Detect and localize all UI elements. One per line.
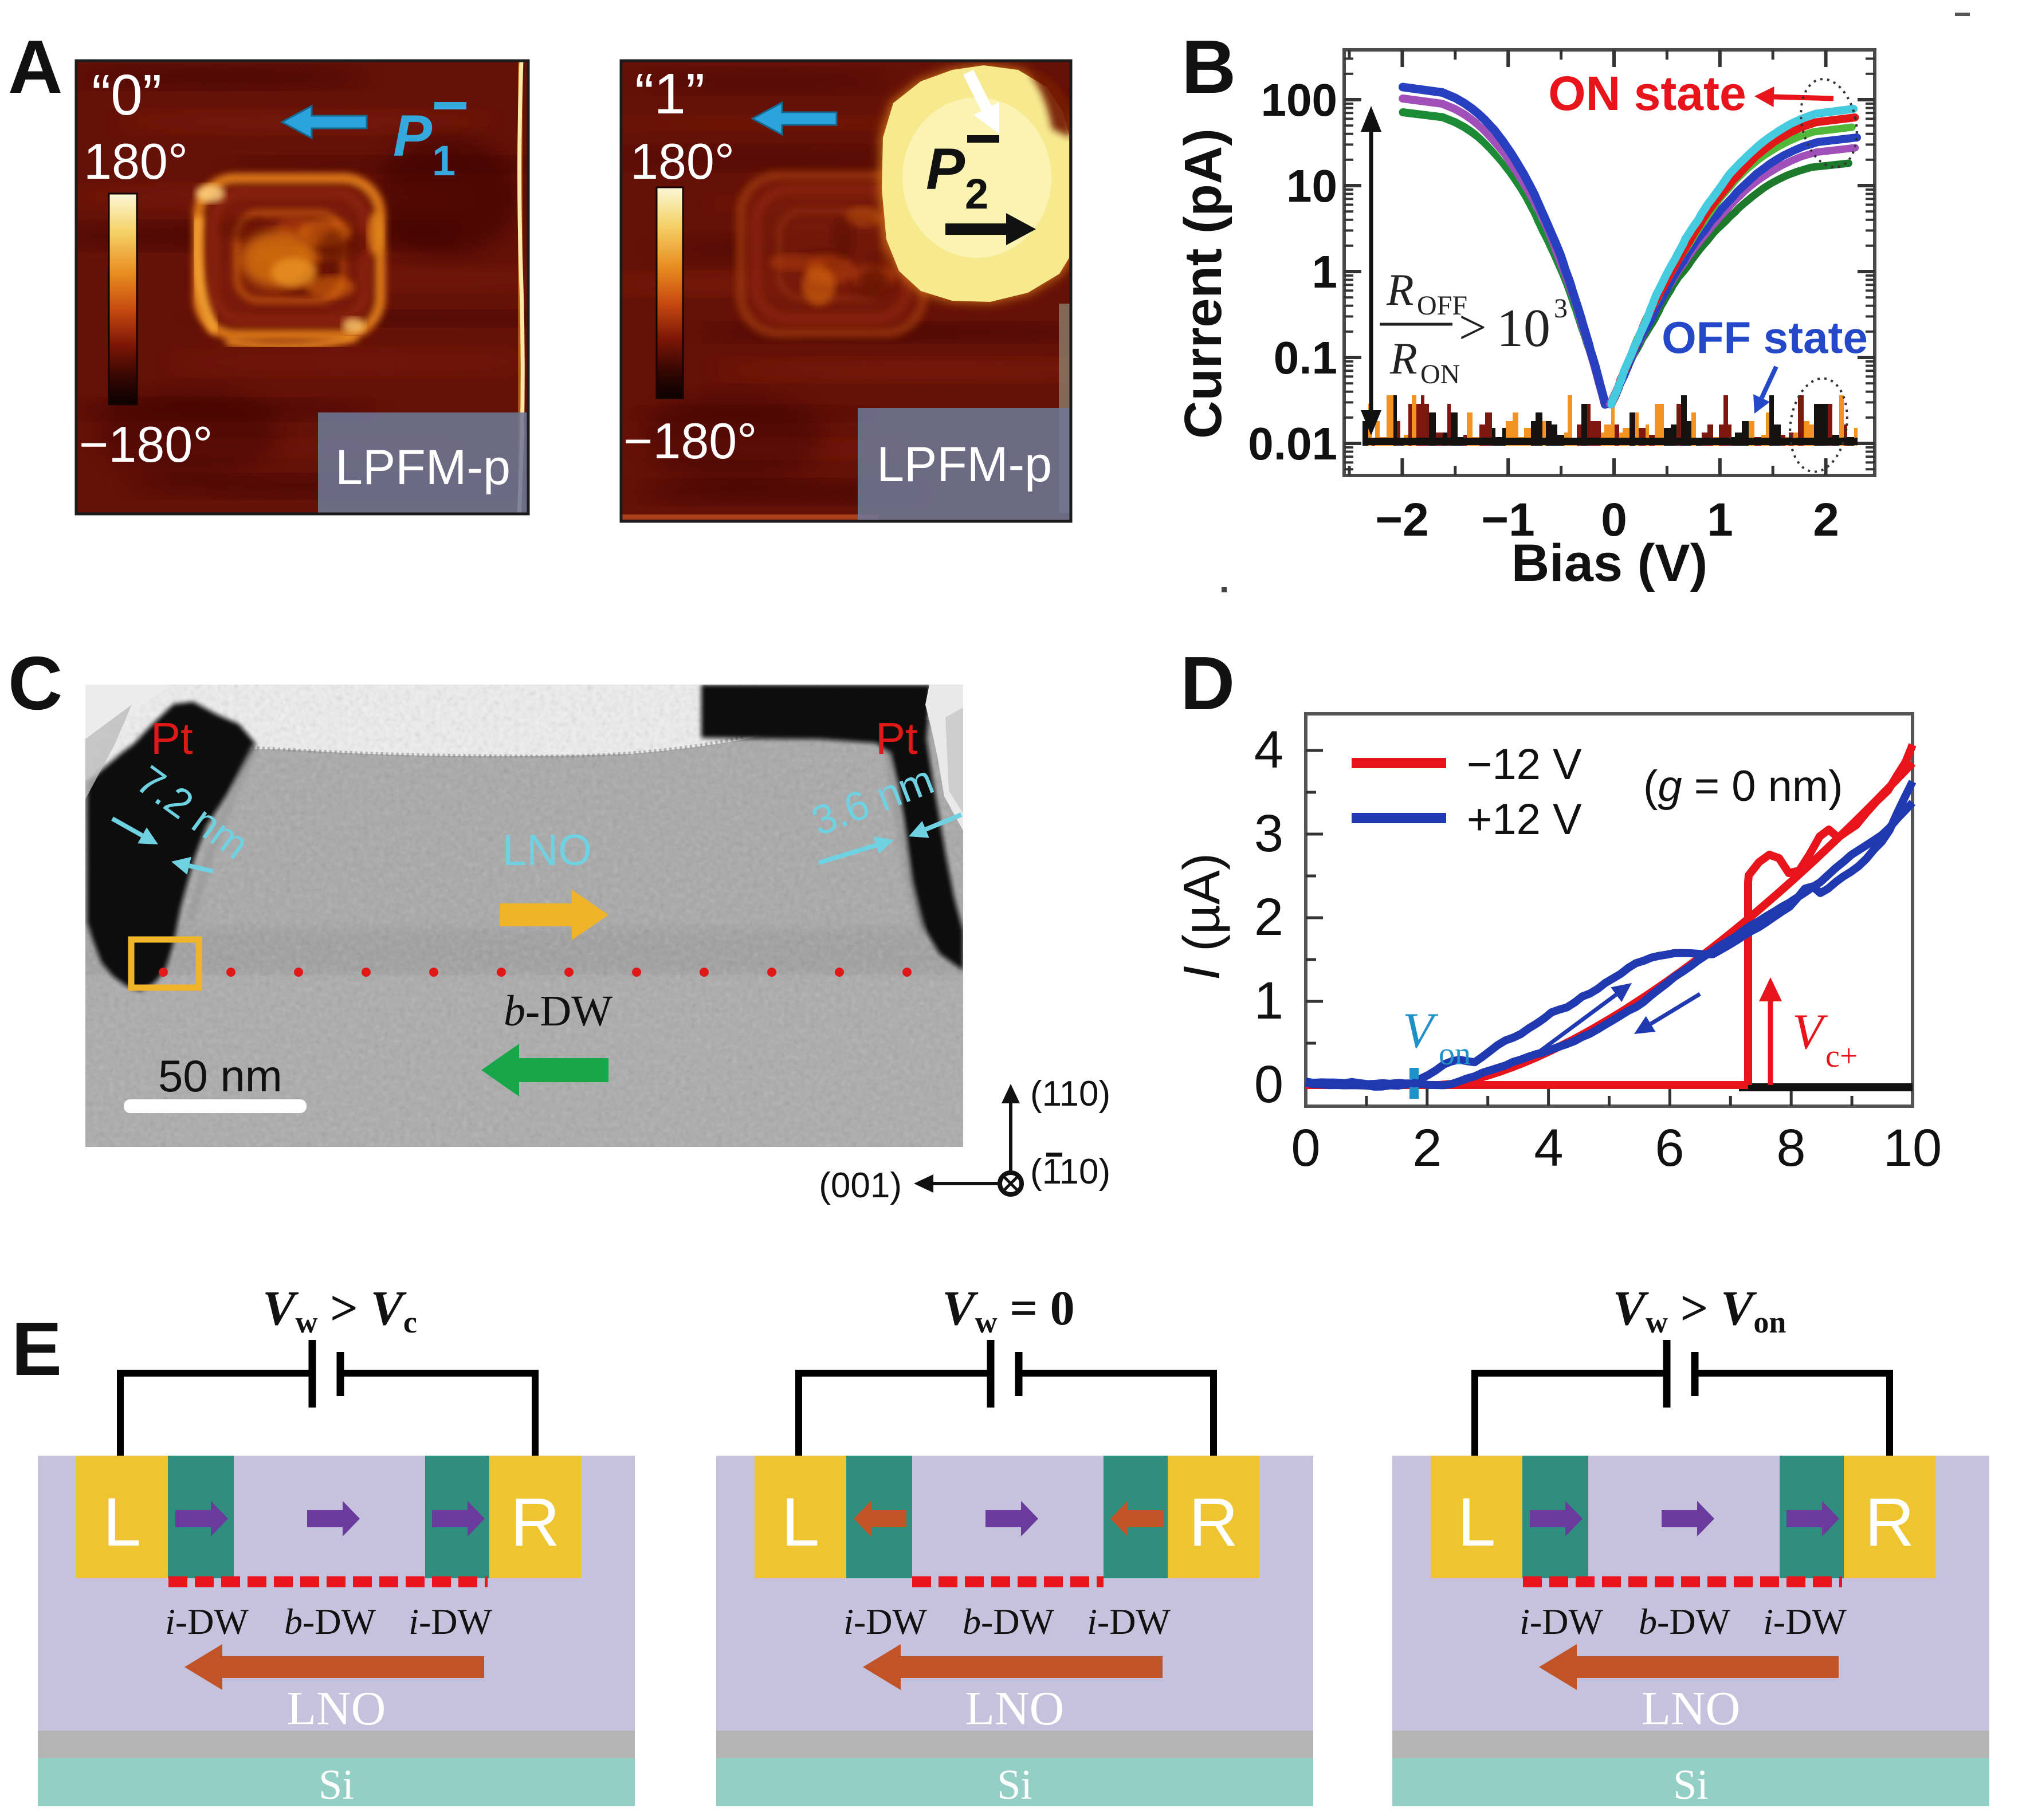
svg-text:(001): (001) — [819, 1166, 902, 1205]
svg-text:(110): (110) — [1030, 1152, 1110, 1192]
svg-text:180°: 180° — [630, 133, 735, 190]
svg-text:0.1: 0.1 — [1274, 332, 1337, 383]
svg-text:Current (pA): Current (pA) — [1174, 128, 1232, 439]
svg-text:0: 0 — [1254, 1055, 1283, 1114]
svg-text:3: 3 — [1554, 293, 1568, 324]
svg-text:Pt: Pt — [875, 713, 918, 764]
svg-text:LPFM-p: LPFM-p — [335, 440, 511, 495]
svg-text:B: B — [1181, 25, 1236, 109]
svg-text:“0”: “0” — [92, 63, 162, 127]
svg-text:6: 6 — [1655, 1119, 1684, 1177]
svg-text:0: 0 — [1601, 494, 1627, 546]
svg-text:LNO: LNO — [502, 826, 592, 875]
svg-text:ON state: ON state — [1548, 66, 1746, 120]
svg-text:D: D — [1180, 641, 1235, 725]
svg-text:LNO: LNO — [965, 1682, 1065, 1735]
svg-text:1: 1 — [432, 137, 456, 184]
svg-text:1: 1 — [1312, 246, 1338, 297]
svg-text:−1: −1 — [1481, 494, 1535, 546]
svg-text:10: 10 — [1883, 1119, 1942, 1177]
svg-text:P: P — [926, 136, 965, 202]
svg-text:i-DW: i-DW — [1087, 1601, 1171, 1642]
svg-text:OFF state: OFF state — [1662, 312, 1868, 363]
svg-text:4: 4 — [1534, 1119, 1563, 1177]
svg-text:Si: Si — [997, 1762, 1032, 1809]
svg-text:10: 10 — [1497, 298, 1550, 358]
svg-text:LNO: LNO — [287, 1682, 386, 1735]
svg-text:b-DW: b-DW — [284, 1601, 376, 1642]
svg-text:−180°: −180° — [623, 412, 757, 469]
svg-text:1: 1 — [1254, 972, 1283, 1030]
svg-text:−12 V: −12 V — [1467, 740, 1582, 789]
svg-text:100: 100 — [1261, 74, 1337, 125]
svg-text:Vw > Von: Vw > Von — [1613, 1280, 1786, 1339]
svg-text:i-DW: i-DW — [165, 1601, 249, 1642]
svg-text:−180°: −180° — [79, 416, 213, 473]
svg-text:OFF: OFF — [1417, 290, 1467, 321]
svg-text:V: V — [1403, 1003, 1439, 1059]
svg-text:2: 2 — [1412, 1119, 1442, 1177]
svg-text:50 nm: 50 nm — [158, 1051, 282, 1101]
svg-text:P: P — [393, 103, 433, 168]
svg-text:i-DW: i-DW — [843, 1601, 927, 1642]
svg-text:Si: Si — [319, 1762, 354, 1809]
svg-text:b-DW: b-DW — [963, 1601, 1055, 1642]
svg-text:L: L — [782, 1484, 820, 1560]
svg-text:(110): (110) — [1030, 1074, 1110, 1114]
svg-text:ON: ON — [1420, 359, 1460, 390]
svg-text:E: E — [11, 1307, 62, 1391]
svg-text:R: R — [1389, 333, 1418, 383]
svg-text:LNO: LNO — [1642, 1682, 1741, 1735]
svg-text:b-DW: b-DW — [1639, 1601, 1731, 1642]
svg-text:C: C — [8, 641, 62, 725]
svg-text:c+: c+ — [1825, 1039, 1858, 1074]
svg-text:180°: 180° — [84, 133, 188, 190]
svg-text:2: 2 — [1254, 888, 1283, 946]
svg-text:+12 V: +12 V — [1467, 795, 1582, 844]
svg-text:10: 10 — [1286, 160, 1337, 211]
svg-text:“1”: “1” — [635, 62, 705, 126]
svg-text:R: R — [1189, 1484, 1239, 1560]
svg-text:I (µA): I (µA) — [1173, 853, 1231, 980]
svg-text:0: 0 — [1291, 1119, 1320, 1177]
svg-text:V: V — [1792, 1004, 1828, 1060]
svg-text:2: 2 — [965, 170, 988, 218]
svg-text:L: L — [103, 1484, 142, 1560]
svg-text:R: R — [1386, 265, 1414, 315]
svg-text:i-DW: i-DW — [1519, 1601, 1603, 1642]
svg-text:>: > — [1459, 300, 1487, 355]
svg-text:Pt: Pt — [151, 713, 193, 764]
svg-text:Bias (V): Bias (V) — [1511, 534, 1708, 592]
svg-text:8: 8 — [1776, 1119, 1805, 1177]
svg-text:on: on — [1439, 1036, 1471, 1072]
svg-text:2: 2 — [1813, 494, 1839, 546]
svg-text:Si: Si — [1673, 1762, 1709, 1809]
svg-text:0.01: 0.01 — [1248, 418, 1337, 469]
svg-text:4: 4 — [1254, 721, 1283, 779]
svg-text:A: A — [8, 25, 62, 109]
svg-text:Vw > Vc: Vw > Vc — [262, 1280, 417, 1339]
svg-text:3: 3 — [1254, 804, 1283, 863]
svg-text:i-DW: i-DW — [1763, 1601, 1847, 1642]
svg-text:b-DW: b-DW — [504, 987, 612, 1035]
svg-text:1: 1 — [1707, 494, 1733, 546]
svg-text:−2: −2 — [1375, 494, 1429, 546]
svg-text:Vw = 0: Vw = 0 — [942, 1280, 1074, 1339]
svg-text:LPFM-p: LPFM-p — [877, 437, 1052, 492]
svg-text:L: L — [1458, 1484, 1496, 1560]
svg-text:i-DW: i-DW — [409, 1601, 492, 1642]
svg-text:R: R — [1865, 1484, 1915, 1560]
svg-text:(g = 0 nm): (g = 0 nm) — [1643, 762, 1843, 811]
svg-text:R: R — [511, 1484, 560, 1560]
